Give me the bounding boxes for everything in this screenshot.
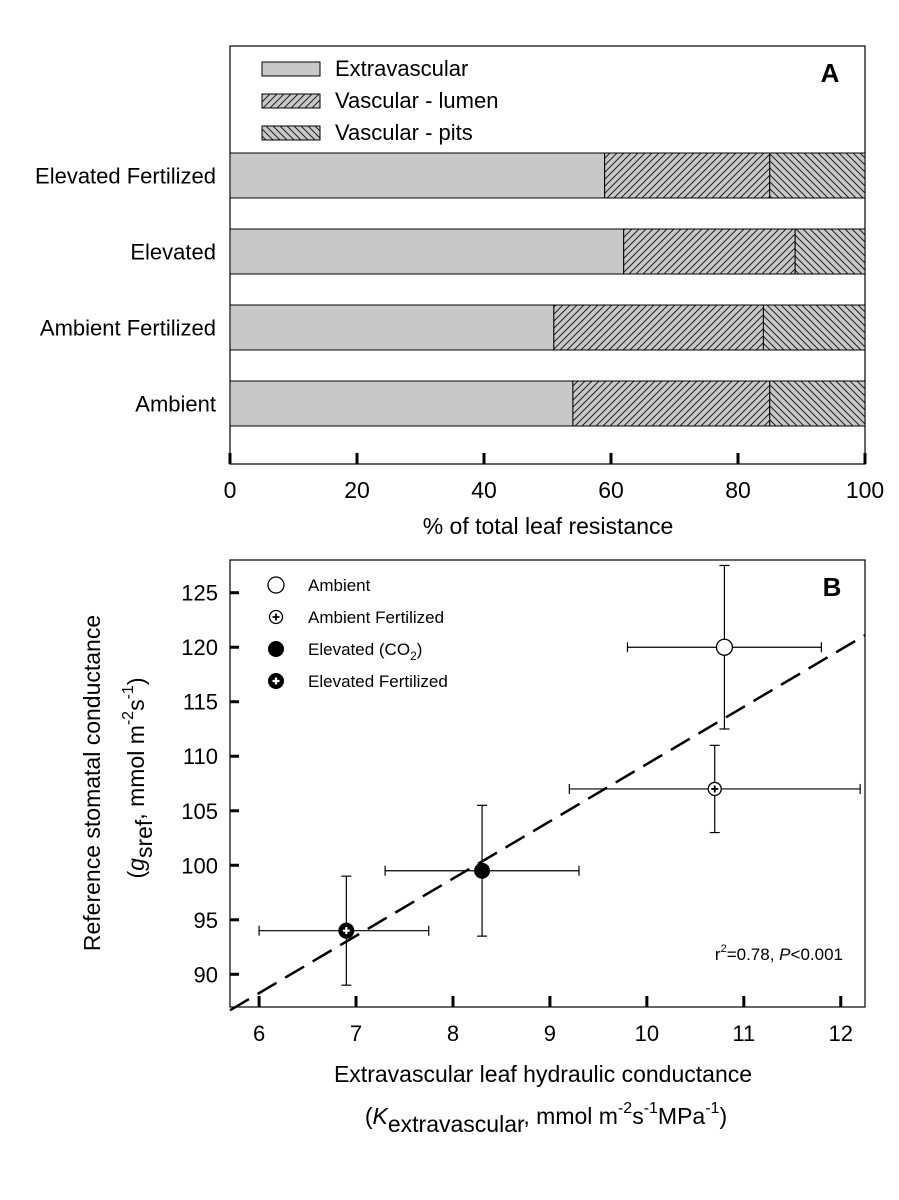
panel-b-label: B (823, 572, 842, 602)
x-tick-label-40: 40 (471, 477, 497, 503)
panel-a-x-axis-title: % of total leaf resistance (423, 513, 674, 539)
bar-elevated-fertilized-vascular-pits (769, 152, 866, 199)
panel-b-frame (229, 559, 866, 1008)
point-ambient-fertilized (568, 744, 861, 834)
point-ambient-marker (715, 638, 734, 656)
panel-a: A Elevated Fertilized Elevated Ambient Fer… (35, 45, 884, 539)
panel-b-y-axis-title-line1: Reference stomatal conductance (79, 615, 105, 951)
y-tick-label-105: 105 (181, 799, 218, 824)
point-elevated-co2-marker (474, 862, 491, 879)
legend-ambient-label: Ambient (308, 576, 371, 595)
x-tick-label-7: 7 (350, 1021, 362, 1046)
panel-b-y-ticks: 90 95 100 105 110 115 120 125 (181, 581, 239, 987)
bar-elevated-fertilized-extravascular (229, 152, 606, 199)
x-tick-label-10: 10 (635, 1021, 659, 1046)
category-label-elevated-fertilized: Elevated Fertilized (35, 164, 216, 189)
bar-ambient-fertilized-vascular-pits (762, 304, 866, 351)
legend-elevated-fertilized-label: Elevated Fertilized (308, 672, 448, 691)
bar-elevated-vascular-pits (794, 228, 866, 275)
legend-ambient-fertilized-label: Ambient Fertilized (308, 608, 444, 627)
panel-a-x-ticks: 0 20 40 60 80 100 (224, 453, 884, 503)
legend-swatch-vascular-lumen (261, 93, 321, 109)
x-tick-label-80: 80 (725, 477, 751, 503)
panel-a-category-labels: Elevated Fertilized Elevated Ambient Ferti… (35, 164, 216, 417)
legend-swatch-extravascular (261, 61, 321, 77)
y-tick-label-110: 110 (183, 744, 218, 769)
bar-ambient-fertilized-extravascular (229, 304, 555, 351)
bar-ambient-vascular-pits (769, 380, 866, 427)
point-elevated-fertilized-marker-plus (342, 927, 350, 935)
x-tick-label-11: 11 (732, 1021, 755, 1046)
panel-a-label: A (821, 58, 840, 88)
x-tick-label-8: 8 (447, 1021, 459, 1046)
legend-label-vascular-pits: Vascular - pits (335, 120, 473, 145)
panel-b-x-ticks: 6 7 8 9 10 11 12 (253, 996, 853, 1046)
point-elevated-co2 (384, 804, 580, 937)
y-tick-label-125: 125 (181, 581, 218, 606)
x-tick-label-60: 60 (598, 477, 624, 503)
point-ambient-fertilized-marker-plus (711, 785, 719, 793)
bar-elevated-vascular-lumen (623, 228, 796, 275)
legend-elevated-fertilized-marker-plus (272, 677, 280, 685)
category-label-ambient: Ambient (135, 392, 216, 417)
point-elevated-fertilized (258, 875, 430, 986)
bar-ambient-extravascular (229, 380, 574, 427)
y-tick-label-115: 115 (183, 690, 218, 715)
bar-ambient-vascular-lumen (572, 380, 771, 427)
panel-b: B 90 95 100 105 110 115 120 125 6 7 8 9 10 11 12 Ambi… (79, 559, 866, 1137)
legend-swatch-vascular-pits (261, 125, 321, 141)
panel-b-y-axis-title-line2: (gsref, mmol m-2s-1) (120, 677, 157, 878)
y-tick-label-100: 100 (181, 853, 218, 878)
x-tick-label-9: 9 (544, 1021, 556, 1046)
x-tick-label-20: 20 (344, 477, 370, 503)
legend-ambient-marker (267, 576, 285, 594)
panel-a-legend: Extravascular Vascular - lumen Vascular - … (261, 56, 498, 145)
bar-elevated-extravascular (229, 228, 625, 275)
y-tick-label-90: 90 (194, 962, 218, 987)
bar-ambient-fertilized-vascular-lumen (553, 304, 764, 351)
bar-elevated-fertilized-vascular-lumen (604, 152, 771, 199)
panel-a-bars (229, 152, 866, 427)
category-label-elevated: Elevated (130, 240, 216, 265)
x-tick-label-100: 100 (846, 477, 884, 503)
panel-b-x-axis-title-line2: (Kextravascular, mmol m-2s-1MPa-1) (365, 1100, 727, 1137)
panel-b-points (258, 564, 861, 986)
y-tick-label-120: 120 (181, 635, 218, 660)
legend-elevated-co2-label: Elevated (CO2) (308, 640, 422, 663)
panel-b-x-axis-title-line1: Extravascular leaf hydraulic conductance (334, 1061, 752, 1087)
y-tick-label-95: 95 (194, 908, 218, 933)
legend-label-extravascular: Extravascular (335, 56, 468, 81)
x-tick-label-12: 12 (829, 1021, 853, 1046)
legend-ambient-fertilized-marker-plus (272, 613, 280, 621)
panel-b-annotation: r2=0.78, P<0.001 (715, 943, 843, 964)
legend-label-vascular-lumen: Vascular - lumen (335, 88, 498, 113)
panel-b-legend: Ambient Ambient Fertilized Elevated (CO2) E… (267, 576, 448, 691)
legend-elevated-co2-marker (268, 641, 284, 657)
x-tick-label-6: 6 (253, 1021, 265, 1046)
point-ambient (626, 564, 822, 730)
panel-b-fit-line (229, 634, 866, 1012)
category-label-ambient-fertilized: Ambient Fertilized (40, 316, 216, 341)
x-tick-label-0: 0 (224, 477, 237, 503)
